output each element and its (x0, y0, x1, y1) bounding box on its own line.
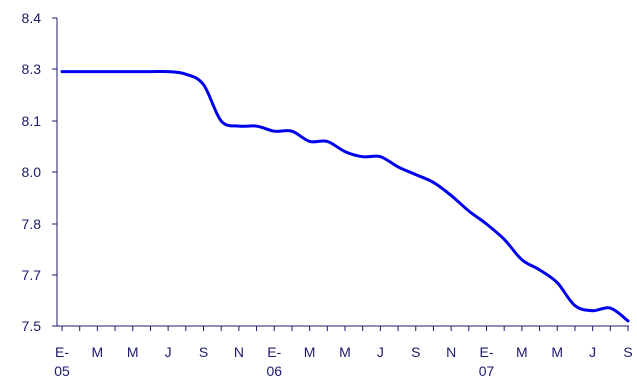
x-tick-label: E- (55, 344, 69, 360)
x-tick-label: N (234, 344, 244, 360)
y-tick-label: 7.8 (22, 216, 42, 232)
y-tick-label: 7.5 (22, 318, 42, 334)
series-line-0 (60, 69, 630, 323)
y-tick-label: 8.1 (22, 113, 42, 129)
x-tick-label: S (199, 344, 208, 360)
series-layer (60, 69, 630, 323)
x-tick-label: M (339, 344, 351, 360)
x-tick-label: E- (480, 344, 494, 360)
y-tick-label: 8.3 (22, 61, 42, 77)
y-axis: 7.5 7.7 7.8 8.0 8.1 8.3 8.4 (22, 10, 58, 334)
x-tick-label: M (551, 344, 563, 360)
x-tick-year-label: 07 (479, 363, 495, 379)
x-tick-label: M (304, 344, 316, 360)
y-tick-label: 7.7 (22, 267, 42, 283)
x-axis: E- 05 M M J S N E- 06 M M J S N E- 07 M M J S (54, 325, 633, 379)
y-tick-label: 8.4 (22, 10, 42, 26)
x-tick-label: N (446, 344, 456, 360)
x-tick-label: E- (267, 344, 281, 360)
x-tick-year-label: 05 (54, 363, 70, 379)
x-tick-label: M (516, 344, 528, 360)
x-tick-label: S (411, 344, 420, 360)
x-tick-label: J (377, 344, 384, 360)
x-tick-year-label: 06 (266, 363, 282, 379)
y-tick-label: 8.0 (22, 164, 42, 180)
x-tick-label: M (92, 344, 104, 360)
x-tick-label: J (589, 344, 596, 360)
x-tick-label: M (127, 344, 139, 360)
x-tick-label: J (165, 344, 172, 360)
x-tick-label: S (623, 344, 632, 360)
